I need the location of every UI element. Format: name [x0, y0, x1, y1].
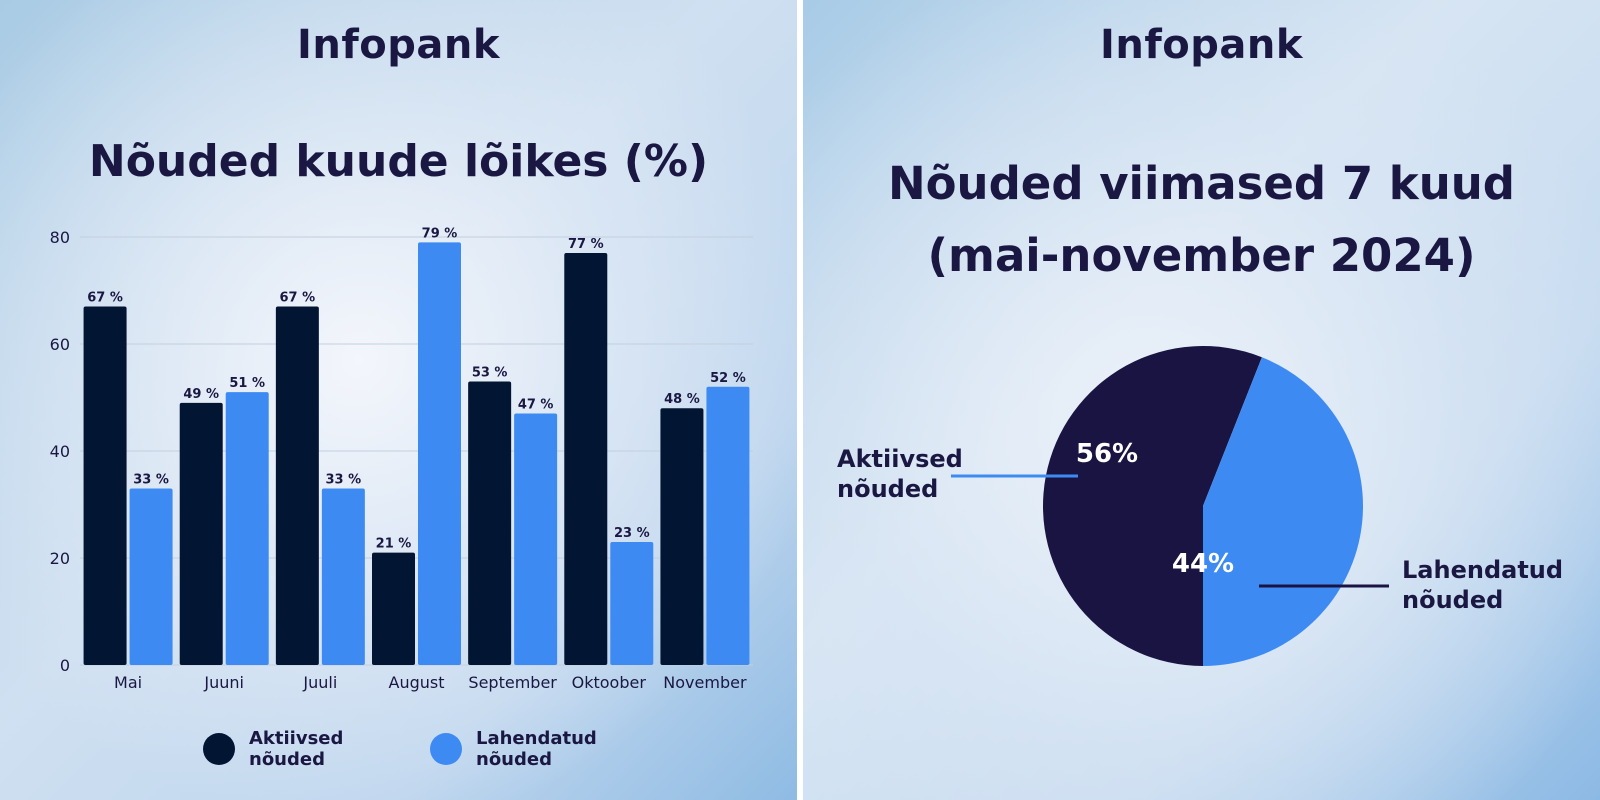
- bar-resolved: [225, 392, 269, 665]
- legend-swatch-active: [203, 733, 235, 765]
- bar-data-label: 67 %: [87, 291, 123, 306]
- brand-logo-right: Infopank: [1100, 22, 1303, 68]
- legend-item-active: Aktiivsed nõuded: [203, 728, 359, 770]
- pie-title-line2: (mai-november 2024): [927, 229, 1476, 282]
- bar-data-label: 77 %: [568, 237, 604, 252]
- legend-label-resolved: Lahendatud nõuded: [476, 728, 597, 770]
- bar-resolved: [514, 413, 558, 665]
- bar-data-label: 52 %: [710, 371, 746, 386]
- y-tick-label: 80: [50, 228, 70, 247]
- pie-title-line1: Nõuded viimased 7 kuud: [887, 157, 1516, 210]
- x-tick-label: Mai: [114, 673, 142, 692]
- y-tick-label: 0: [60, 656, 70, 675]
- y-tick-label: 60: [50, 335, 70, 354]
- bar-active: [660, 408, 704, 665]
- bar-data-label: 79 %: [422, 226, 458, 241]
- bar-data-label: 48 %: [664, 392, 700, 407]
- bar-chart-panel: Infopank Nõuded kuude lõikes (%) 0 20 40 60…: [0, 0, 797, 800]
- bar-data-label: 21 %: [376, 537, 412, 552]
- x-tick-label: September: [468, 673, 557, 692]
- bar-resolved: [418, 242, 461, 665]
- bar-data-label: 33 %: [133, 472, 169, 487]
- legend-resolved-line2: nõuded: [476, 749, 552, 770]
- pie-chart-title: Nõuded viimased 7 kuud (mai-november 202…: [803, 148, 1600, 292]
- x-tick-label: November: [663, 673, 747, 692]
- bar-data-label: 53 %: [472, 365, 508, 380]
- bar-data-label: 49 %: [183, 387, 219, 402]
- pie-label-active-line1: Aktiivsed: [837, 445, 963, 473]
- pie-label-resolved: Lahendatud nõuded: [1402, 555, 1572, 615]
- pie-label-resolved-line2: nõuded: [1402, 586, 1504, 614]
- bar-active: [468, 381, 512, 665]
- bar-resolved: [129, 488, 173, 665]
- bar-data-label: 67 %: [280, 291, 316, 306]
- bar-data-label: 47 %: [518, 398, 554, 413]
- bar-active: [179, 402, 223, 665]
- bar-chart: 0 20 40 60 80 67 % 33 % Mai 49 % 51 % Juuni 67 % 33 …: [50, 226, 753, 692]
- bar-active: [275, 306, 319, 665]
- bar-active: [83, 306, 127, 665]
- pie-slice-resolved: [1203, 357, 1363, 666]
- x-tick-label: August: [389, 673, 445, 692]
- y-tick-label: 40: [50, 442, 70, 461]
- pie-slice-active: [1043, 345, 1262, 666]
- pie-percent-label: 56%: [1076, 439, 1138, 469]
- bar-resolved: [706, 386, 750, 665]
- bar-active: [372, 552, 415, 665]
- pie-label-active-line2: nõuded: [837, 475, 939, 503]
- bar-resolved: [610, 541, 654, 665]
- bar-data-label: 33 %: [326, 472, 362, 487]
- legend-active-line2: nõuded: [249, 749, 325, 770]
- pie-label-active: Aktiivsed nõuded: [837, 444, 1007, 504]
- legend-label-active: Aktiivsed nõuded: [249, 728, 359, 770]
- bar-data-label: 23 %: [614, 526, 650, 541]
- legend-swatch-resolved: [430, 733, 462, 765]
- pie-label-resolved-line1: Lahendatud: [1402, 556, 1564, 584]
- bar-resolved: [321, 488, 365, 665]
- panel-divider: [797, 0, 803, 800]
- brand-logo: Infopank: [297, 22, 500, 68]
- x-tick-label: Oktoober: [572, 673, 647, 692]
- bar-chart-title: Nõuded kuude lõikes (%): [88, 136, 709, 187]
- bar-data-label: 51 %: [229, 376, 265, 391]
- pie-chart: 56% 44%: [951, 345, 1389, 666]
- pie-chart-panel: Infopank Nõuded viimased 7 kuud (mai-nov…: [803, 0, 1600, 800]
- legend-item-resolved: Lahendatud nõuded: [430, 728, 597, 770]
- x-tick-label: Juuli: [302, 673, 337, 692]
- y-tick-label: 20: [50, 549, 70, 568]
- pie-percent-label: 44%: [1172, 549, 1234, 579]
- legend-resolved-line1: Lahendatud: [476, 728, 597, 749]
- legend-active-line1: Aktiivsed: [249, 728, 344, 749]
- bar-active: [564, 253, 608, 666]
- x-tick-label: Juuni: [203, 673, 244, 692]
